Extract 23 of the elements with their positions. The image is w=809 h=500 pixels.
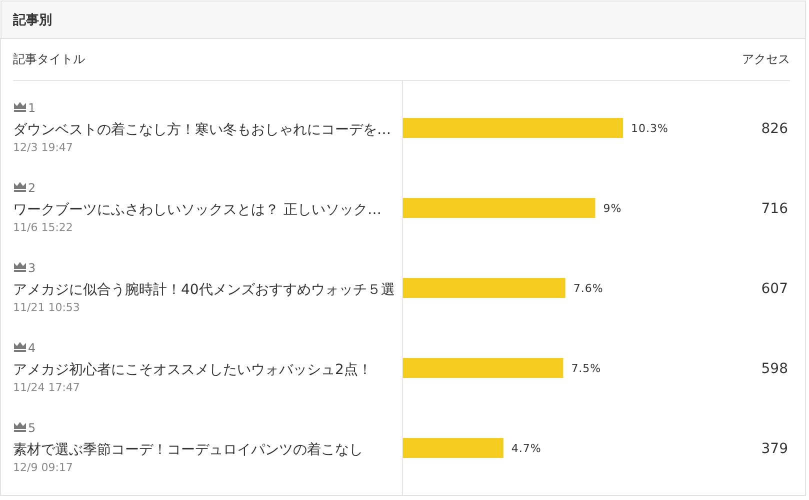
y2-tick-label: 598 [761,361,788,377]
data-label: 9% [603,202,622,215]
data-label: 10.3% [631,122,668,135]
y-tick-label: 2 ワークブーツにふさわしいソックスとは？ 正しいソック… 11/6 15:22 [13,181,382,234]
y2-tick-label: 379 [761,441,788,457]
y-tick-label: 5 素材で選ぶ季節コーデ！コーデュロイパンツの着こなし 12/9 09:17 [13,421,363,474]
y-tick-label: 1 ダウンベストの着こなし方！寒い冬もおしゃれにコーデを… 12/3 19:47 [13,101,391,154]
text: 記事別 [12,12,52,28]
y-tick-label: 3 アメカジに似合う腕時計！40代メンズおすすめウォッチ５選 11/21 10:53 [13,261,395,314]
y2-tick-label: 716 [761,201,788,217]
bar [403,438,504,458]
data-label: 7.6% [573,282,604,295]
bar [403,118,623,138]
y2-tick-label: 607 [761,281,788,297]
y-tick-label: 4 アメカジ初心者にこそオススメしたいウォバッシュ2点！ 11/24 17:47 [13,341,372,394]
bar [403,358,564,378]
bar [403,198,596,218]
data-label: 4.7% [511,442,542,455]
text: アクセス [742,52,790,66]
data-label: 7.5% [571,362,602,375]
y2-tick-label: 826 [761,121,788,137]
y-axis-title: 記事タイトル [13,52,85,66]
bar [403,278,566,298]
